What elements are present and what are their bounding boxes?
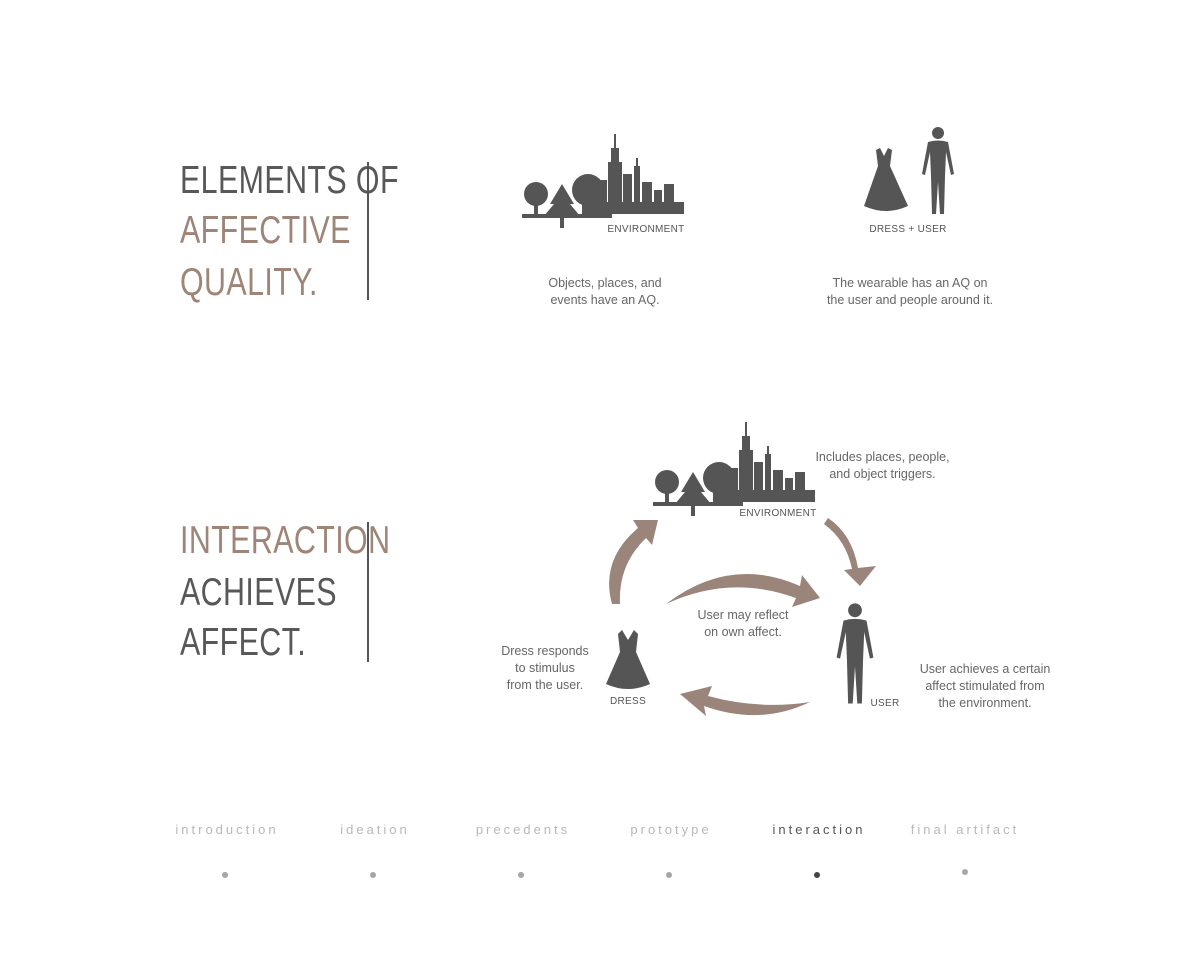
user-caption: USER bbox=[870, 698, 900, 709]
arrow-user-to-dress bbox=[680, 686, 810, 716]
dress-caption: DRESS bbox=[610, 696, 646, 707]
nav-item-interaction[interactable]: interaction bbox=[772, 822, 866, 837]
nav-dot-interaction[interactable] bbox=[814, 872, 820, 878]
center-reflect-note: User may reflect on own affect. bbox=[697, 608, 789, 639]
environment-note: Includes places, people, and object trig… bbox=[815, 450, 950, 481]
nav-item-ideation[interactable]: ideation bbox=[340, 822, 410, 837]
dress-user-caption: DRESS + USER bbox=[869, 224, 947, 235]
heading-line-1: INTERACTION bbox=[180, 519, 391, 562]
nav-item-precedents[interactable]: precedents bbox=[475, 822, 571, 837]
environment-caption: ENVIRONMENT bbox=[607, 224, 685, 235]
nav-item-introduction[interactable]: introduction bbox=[175, 822, 279, 837]
heading-line-3: QUALITY. bbox=[180, 261, 318, 304]
heading-line-2: AFFECTIVE bbox=[180, 209, 351, 252]
environment-skyline-icon bbox=[522, 134, 684, 228]
nav-dot-final-artifact[interactable] bbox=[962, 869, 968, 875]
nav-item-prototype[interactable]: prototype bbox=[630, 822, 712, 837]
arrow-reflect-center bbox=[666, 573, 820, 607]
user-figure-icon bbox=[922, 127, 954, 214]
heading-line-2: ACHIEVES bbox=[180, 571, 337, 614]
environment-skyline-icon bbox=[653, 422, 815, 516]
heading-divider bbox=[367, 522, 369, 662]
dress-icon bbox=[606, 630, 650, 689]
nav-dot-ideation[interactable] bbox=[370, 872, 376, 878]
environment-description: Objects, places, and events have an AQ. bbox=[548, 276, 662, 307]
nav-dot-prototype[interactable] bbox=[666, 872, 672, 878]
user-figure-icon bbox=[836, 603, 874, 704]
nav-item-final-artifact[interactable]: final artifact bbox=[910, 822, 1020, 837]
dress-icon bbox=[864, 148, 908, 211]
user-note: User achieves a certain affect stimulate… bbox=[919, 662, 1051, 710]
arrow-dress-to-environment bbox=[609, 520, 658, 604]
arrow-environment-to-user bbox=[824, 518, 876, 586]
nav-dot-precedents[interactable] bbox=[518, 872, 524, 878]
nav-dot-introduction[interactable] bbox=[222, 872, 228, 878]
dress-user-description: The wearable has an AQ on the user and p… bbox=[826, 276, 994, 307]
environment-caption: ENVIRONMENT bbox=[739, 508, 817, 519]
dress-note: Dress responds to stimulus from the user… bbox=[501, 644, 589, 692]
heading-divider bbox=[367, 162, 369, 300]
heading-line-3: AFFECT. bbox=[180, 621, 307, 664]
heading-line-1: ELEMENTS OF bbox=[180, 159, 399, 202]
